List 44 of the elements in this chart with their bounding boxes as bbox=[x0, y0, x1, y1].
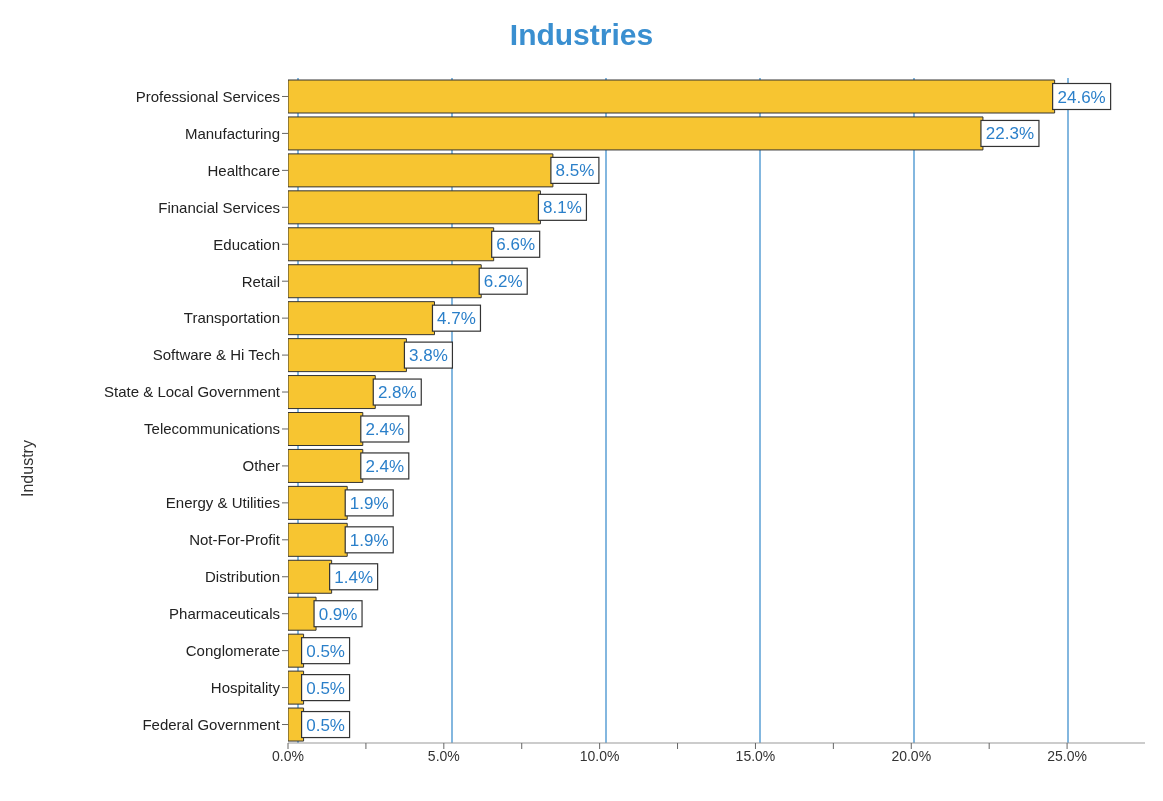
y-tick-label: Other bbox=[242, 457, 280, 475]
y-tick-label: Federal Government bbox=[142, 715, 281, 733]
y-tick-label: Energy & Utilities bbox=[165, 494, 280, 512]
chart-title: Industries bbox=[508, 18, 655, 52]
data-label: 6.2% bbox=[483, 272, 523, 292]
y-tick-label: Distribution bbox=[204, 568, 280, 586]
y-tick-label: Conglomerate bbox=[185, 641, 280, 659]
data-label: 0.9% bbox=[318, 604, 358, 624]
y-tick-label: Financial Services bbox=[158, 198, 280, 216]
y-tick-label: Manufacturing bbox=[184, 124, 280, 142]
y-tick-label: Hospitality bbox=[210, 678, 281, 696]
y-tick-label: Professional Services bbox=[135, 87, 280, 105]
y-tick-label: Telecommunications bbox=[144, 420, 280, 438]
data-label: 8.5% bbox=[555, 161, 595, 181]
y-axis-title: Industry bbox=[19, 440, 37, 497]
data-label: 4.7% bbox=[437, 309, 476, 329]
data-label: 6.6% bbox=[496, 235, 536, 255]
y-tick-label: Healthcare bbox=[207, 161, 280, 179]
data-label: 1.9% bbox=[349, 493, 389, 513]
y-tick-label: Retail bbox=[241, 272, 280, 290]
data-label: 0.5% bbox=[306, 641, 345, 661]
x-tick-label: 0.0% bbox=[272, 747, 304, 764]
x-tick-label: 20.0% bbox=[891, 747, 932, 764]
data-label: 1.4% bbox=[334, 567, 373, 587]
data-label: 2.4% bbox=[365, 456, 405, 476]
data-label: 3.8% bbox=[409, 346, 448, 366]
data-label: 0.5% bbox=[306, 678, 345, 698]
x-tick-label: 15.0% bbox=[735, 747, 776, 764]
y-tick-label: State & Local Government bbox=[104, 383, 281, 401]
y-tick-label: Education bbox=[213, 235, 280, 253]
y-tick-label: Software & Hi Tech bbox=[152, 346, 280, 364]
data-label: 2.8% bbox=[377, 383, 417, 403]
y-tick-label: Not-For-Profit bbox=[189, 531, 281, 549]
data-label: 1.9% bbox=[349, 530, 389, 550]
y-tick-label: Transportation bbox=[183, 309, 280, 327]
x-tick-label: 10.0% bbox=[579, 747, 620, 764]
y-tick-label: Pharmaceuticals bbox=[169, 605, 280, 623]
data-label: 22.3% bbox=[985, 124, 1035, 144]
x-tick-label: 5.0% bbox=[427, 747, 460, 764]
data-label: 8.1% bbox=[543, 198, 582, 218]
x-tick-label: 25.0% bbox=[1047, 747, 1087, 764]
data-label: 24.6% bbox=[1057, 87, 1106, 107]
data-label: 0.5% bbox=[306, 715, 345, 735]
data-label: 2.4% bbox=[365, 420, 405, 439]
